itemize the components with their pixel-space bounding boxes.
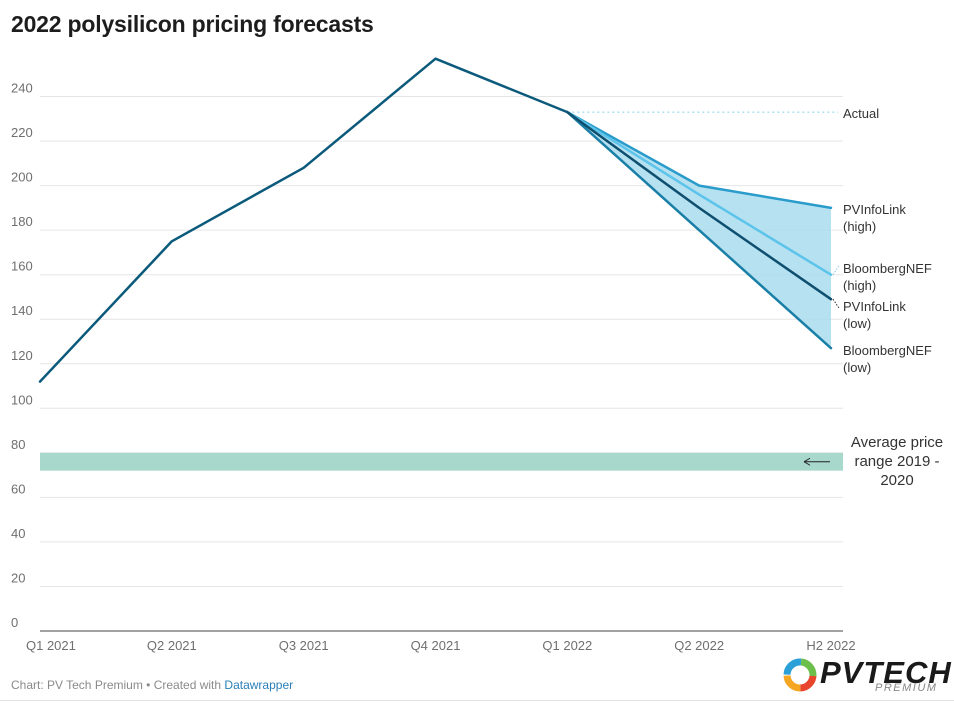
average-range-band: Average price range 2019 - 2020 <box>40 434 943 489</box>
x-tick-label: Q2 2021 <box>147 638 197 653</box>
logo-subtext: PREMIUM <box>875 682 938 694</box>
series-label: (low) <box>843 360 871 375</box>
y-tick-label: 0 <box>11 615 18 630</box>
range-label: Average price <box>851 434 943 451</box>
series-label: BloombergNEF <box>843 261 932 276</box>
footer-divider <box>0 700 954 701</box>
range-arrow-head <box>803 457 811 466</box>
y-tick-label: 20 <box>11 570 25 585</box>
y-tick-label: 60 <box>11 481 25 496</box>
series-label: PVInfoLink <box>843 202 906 217</box>
datawrapper-link[interactable]: Datawrapper <box>224 678 294 692</box>
series-labels: Actual PVInfoLink (high) BloombergNEF (high)… <box>843 106 932 375</box>
actual-line <box>38 57 569 383</box>
x-tick-label: Q1 2022 <box>542 638 592 653</box>
y-tick-label: 240 <box>11 81 33 96</box>
y-tick-label: 120 <box>11 348 33 363</box>
average-range-rect <box>40 452 843 471</box>
x-tick-label: Q4 2021 <box>411 638 461 653</box>
x-tick-label: Q3 2021 <box>279 638 329 653</box>
y-tick-label: 200 <box>11 170 33 185</box>
logo-text: PVTECH <box>820 655 952 690</box>
series-label: Actual <box>843 106 879 121</box>
label-leader <box>832 265 840 275</box>
bloombergnef-low-line <box>566 110 833 350</box>
label-leader <box>832 298 840 309</box>
chart-footer: Chart: PV Tech Premium • Created with Da… <box>11 678 293 692</box>
series-label: (high) <box>843 219 876 234</box>
range-label: 2020 <box>880 472 913 489</box>
x-tick-label: Q2 2022 <box>674 638 724 653</box>
y-tick-label: 140 <box>11 303 33 318</box>
series-label: PVInfoLink <box>843 299 906 314</box>
logo-ring-icon <box>783 658 817 692</box>
pvtech-logo: PVTECH PREMIUM <box>780 655 951 695</box>
y-tick-label: 40 <box>11 526 25 541</box>
axis-ticks: 0 20 40 60 80 100 120 140 160 180 200 220 240 Q1 2021… <box>11 81 856 653</box>
x-tick-label: Q1 2021 <box>26 638 76 653</box>
footer-source: Chart: PV Tech Premium • Created with <box>11 678 225 692</box>
y-tick-label: 180 <box>11 214 33 229</box>
y-tick-label: 160 <box>11 259 33 274</box>
series-label: (high) <box>843 278 876 293</box>
y-tick-label: 80 <box>11 437 25 452</box>
range-label: range 2019 - <box>854 453 939 470</box>
series-label: (low) <box>843 316 871 331</box>
series-label: BloombergNEF <box>843 343 932 358</box>
x-tick-label: H2 2022 <box>806 638 855 653</box>
y-tick-label: 100 <box>11 392 33 407</box>
chart-title: 2022 polysilicon pricing forecasts <box>11 11 374 37</box>
y-tick-label: 220 <box>11 125 33 140</box>
pvinfolink-high-line <box>566 110 833 210</box>
gridlines <box>40 96 843 632</box>
series-lines <box>38 57 840 383</box>
bloombergnef-high-line <box>566 110 833 276</box>
pvinfolink-low-line <box>566 110 833 301</box>
